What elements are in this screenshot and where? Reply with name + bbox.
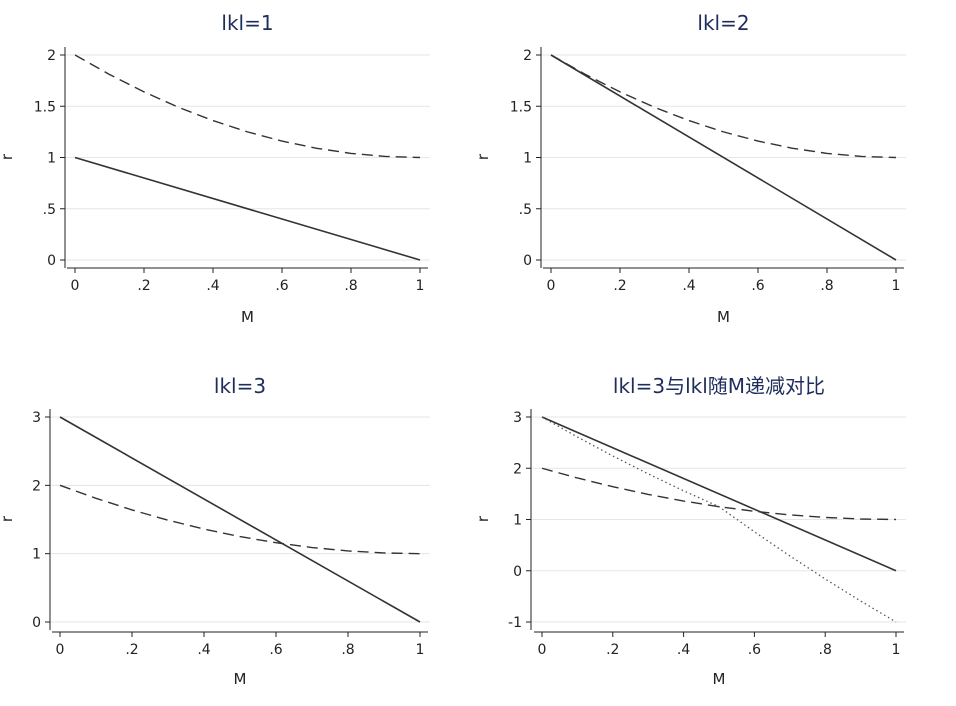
chart-panel-1: 0 .5 1 1.5 2 0 .2 .4 .6 .8 1 lkl=1 Mr xyxy=(0,11,430,326)
x-tick-label: 1 xyxy=(416,642,425,658)
y-axis-label: r xyxy=(474,515,492,522)
x-tick-label: .8 xyxy=(820,278,833,294)
x-tick-label: 1 xyxy=(892,642,901,658)
x-tick-label: .4 xyxy=(677,642,690,658)
x-tick-label: .6 xyxy=(751,278,764,294)
y-tick-label: .5 xyxy=(519,202,532,218)
x-axis-label: M xyxy=(241,308,254,326)
series-line-dashed xyxy=(59,484,421,555)
x-axis-label: M xyxy=(234,670,247,688)
y-tick-label: 3 xyxy=(32,410,41,426)
x-tick-label: 1 xyxy=(892,278,901,294)
x-tick-label: .2 xyxy=(606,642,619,658)
chart-panel-4: -1 0 1 2 3 0 .2 .4 .6 .8 1 lkl=3与lkl随M递减对比 Mr xyxy=(474,374,906,688)
x-tick-label: .4 xyxy=(197,642,210,658)
x-tick-label: .2 xyxy=(137,278,150,294)
x-tick-label: 1 xyxy=(416,278,425,294)
x-tick-label: 0 xyxy=(547,278,556,294)
x-axis-label: M xyxy=(717,308,730,326)
series-line-dashed xyxy=(550,54,897,159)
x-tick-label: .8 xyxy=(819,642,832,658)
x-axis-label: M xyxy=(713,670,726,688)
y-tick-label: 1 xyxy=(523,151,532,167)
series-line-solid xyxy=(74,156,421,261)
x-tick-label: .6 xyxy=(748,642,761,658)
series-line-solid xyxy=(541,416,897,572)
chart-title: lkl=3与lkl随M递减对比 xyxy=(613,374,825,398)
chart-title: lkl=1 xyxy=(221,11,273,35)
y-tick-label: 0 xyxy=(513,564,522,580)
x-tick-label: .4 xyxy=(206,278,219,294)
y-tick-label: 3 xyxy=(513,410,522,426)
y-tick-label: 1 xyxy=(47,151,56,167)
chart-panel-2: 0 .5 1 1.5 2 0 .2 .4 .6 .8 1 lkl=2 Mr xyxy=(474,11,906,326)
series-line-dashed xyxy=(541,467,897,521)
y-tick-label: 1.5 xyxy=(510,99,532,115)
y-axis-label: r xyxy=(0,153,16,160)
y-tick-label: 1 xyxy=(513,513,522,529)
series-line-dotted xyxy=(541,416,897,623)
y-tick-label: 2 xyxy=(513,461,522,477)
x-tick-label: .8 xyxy=(344,278,357,294)
series-line-dashed xyxy=(74,54,421,159)
chart-title: lkl=2 xyxy=(697,11,749,35)
x-tick-label: 0 xyxy=(538,642,547,658)
y-tick-label: 0 xyxy=(47,253,56,269)
chart-title: lkl=3 xyxy=(214,374,266,398)
x-tick-label: .2 xyxy=(613,278,626,294)
series-line-solid xyxy=(59,416,421,623)
y-tick-label: 0 xyxy=(523,253,532,269)
y-tick-label: 1.5 xyxy=(34,99,56,115)
x-tick-label: 0 xyxy=(71,278,80,294)
x-tick-label: .6 xyxy=(275,278,288,294)
chart-panel-3: 0 1 2 3 0 .2 .4 .6 .8 1 lkl=3 Mr xyxy=(0,374,430,688)
y-tick-label: 0 xyxy=(32,615,41,631)
x-tick-label: .2 xyxy=(125,642,138,658)
y-axis-label: r xyxy=(474,153,492,160)
y-tick-label: 1 xyxy=(32,547,41,563)
series-line-solid xyxy=(550,54,897,261)
y-tick-label: .5 xyxy=(43,202,56,218)
y-axis-label: r xyxy=(0,515,16,522)
y-tick-label: 2 xyxy=(47,48,56,64)
x-tick-label: .4 xyxy=(682,278,695,294)
x-tick-label: 0 xyxy=(56,642,65,658)
y-tick-label: -1 xyxy=(508,615,522,631)
x-tick-label: .6 xyxy=(269,642,282,658)
x-tick-label: .8 xyxy=(341,642,354,658)
y-tick-label: 2 xyxy=(523,48,532,64)
y-tick-label: 2 xyxy=(32,478,41,494)
